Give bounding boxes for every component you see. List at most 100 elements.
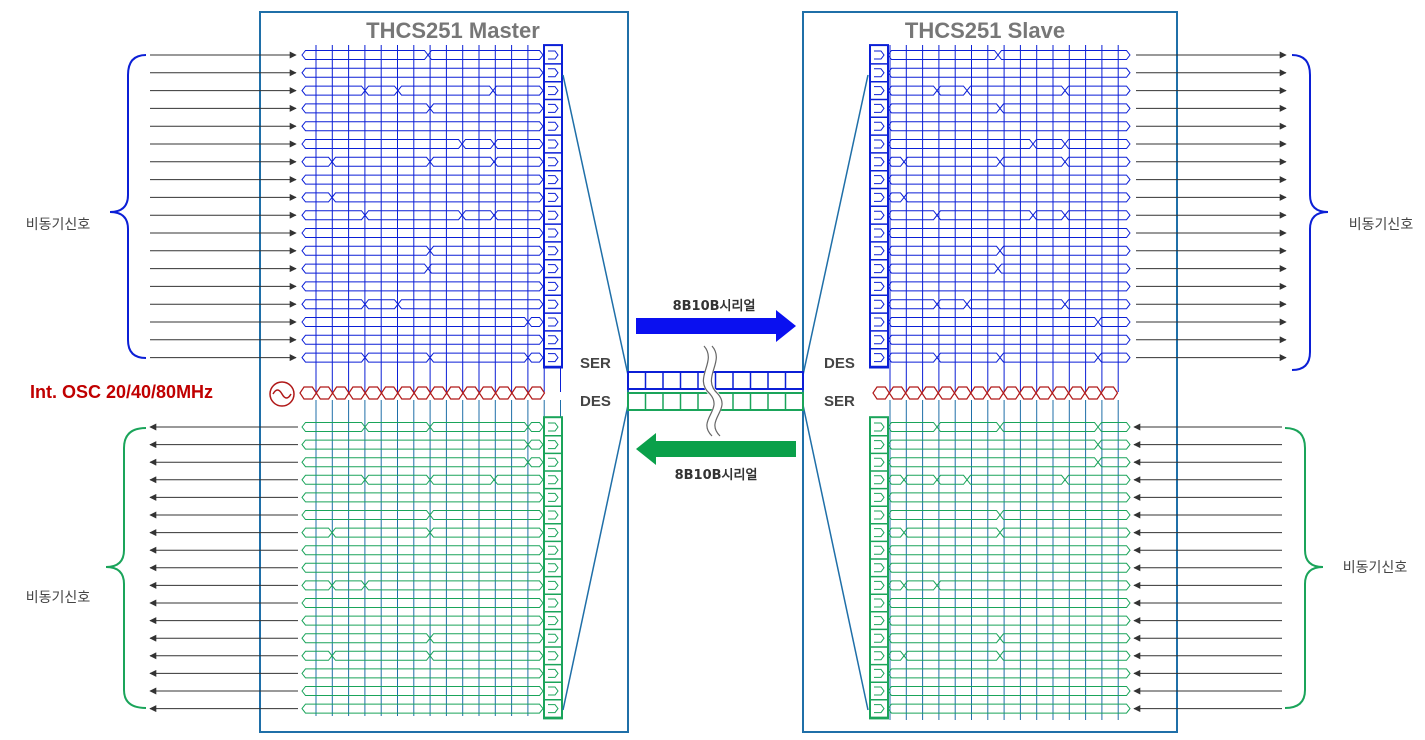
slave-rx-signal xyxy=(887,633,1131,644)
slave-tx-latch-cell xyxy=(874,563,885,573)
slave-tx-latch-cell xyxy=(874,668,885,678)
slave-tx-latch-cell xyxy=(874,510,885,520)
master-title: THCS251 Master xyxy=(366,18,540,43)
fan-line-slave-bottom xyxy=(802,404,869,711)
serial-link xyxy=(627,343,804,440)
master-rx-latch-cell xyxy=(548,440,559,450)
slave-rx-latch-cell xyxy=(874,264,885,274)
master-tx-latch-cell xyxy=(548,353,559,363)
fan-line-slave-top xyxy=(802,74,869,376)
reverse-serial-label: 8B10B시리얼 xyxy=(675,467,758,483)
master-rx-latch-cell xyxy=(548,686,559,696)
slave-tx-latch-cell xyxy=(874,633,885,643)
master-tx-signal xyxy=(301,352,544,363)
slave-tx-signal xyxy=(887,281,1131,292)
async-label-top-right: 비동기신호 xyxy=(1349,217,1414,233)
master-tx-signal xyxy=(301,103,544,114)
master-rx-latch-cell xyxy=(548,528,559,538)
brace-top-left xyxy=(109,54,147,359)
slave-rx-signal xyxy=(887,474,1131,485)
master-rx-latch-cell xyxy=(548,545,559,555)
slave-tx-signal xyxy=(887,156,1131,167)
master-tx-signal xyxy=(301,174,544,185)
master-rx-signal xyxy=(301,668,544,679)
slave-tx-latch-cell xyxy=(874,545,885,555)
master-rx-latch-cell xyxy=(548,668,559,678)
slave-tx-signal xyxy=(887,299,1131,310)
master-rx-signal xyxy=(301,439,544,450)
slave-tx-signal xyxy=(887,245,1131,256)
slave-tx-latch-cell xyxy=(874,492,885,502)
master-tx-latch-cell xyxy=(548,299,559,309)
master-tx-signal xyxy=(301,192,544,203)
master-tx-signal xyxy=(301,334,544,345)
slave-des-label: DES xyxy=(824,355,855,372)
slave-tx-latch-cell xyxy=(874,616,885,626)
fan-line-master-bottom xyxy=(562,404,629,711)
clock-grid xyxy=(315,45,1119,720)
fan-line-master-top xyxy=(562,74,629,376)
slave-title: THCS251 Slave xyxy=(905,18,1065,43)
master-tx-latch-cell xyxy=(548,246,559,256)
master-rx-signal xyxy=(301,510,544,520)
slave-tx-latch-cell xyxy=(874,580,885,590)
master-tx-latch-cell xyxy=(548,175,559,185)
master-rx-latch xyxy=(543,416,563,720)
slave-rx-latch-cell xyxy=(874,210,885,220)
master-rx-latch-cell xyxy=(548,510,559,520)
slave-rx-signal xyxy=(887,668,1131,679)
master-rx-latch-cell xyxy=(548,580,559,590)
slave-rx-latch-cell xyxy=(874,317,885,327)
slave-tx-signal xyxy=(887,103,1131,114)
oscillator-label: Int. OSC 20/40/80MHz xyxy=(30,382,213,402)
master-tx-signal xyxy=(301,50,544,60)
oscillator-icon xyxy=(269,381,295,407)
slave-rx-latch-cell xyxy=(874,353,885,363)
master-rx-signal xyxy=(301,457,544,468)
master-tx-latch-cell xyxy=(548,210,559,220)
master-rx-latch-cell xyxy=(548,633,559,643)
reverse-serial-arrow xyxy=(636,433,796,465)
slave-tx-signal xyxy=(887,139,1131,149)
slave-tx-signal xyxy=(887,210,1131,221)
master-tx-signal xyxy=(301,210,544,221)
master-tx-latch-cell xyxy=(548,103,559,113)
slave-tx-signal xyxy=(887,228,1131,238)
slave-tx-latch-cell xyxy=(874,457,885,467)
slave-tx-signal xyxy=(887,67,1131,78)
slave-tx-signal xyxy=(887,334,1131,345)
master-tx-latch-cell xyxy=(548,335,559,345)
slave-ser-label: SER xyxy=(824,393,855,410)
brace-bottom-left xyxy=(105,427,147,709)
master-rx-latch-cell xyxy=(548,616,559,626)
master-rx-signal xyxy=(301,686,544,696)
link-break-mark xyxy=(710,345,723,437)
master-rx-latch-cell xyxy=(548,651,559,661)
master-rx-latch-cell xyxy=(548,457,559,467)
async-label-top-left: 비동기신호 xyxy=(26,217,91,233)
master-tx-latch-cell xyxy=(548,68,559,78)
master-tx-latch-cell xyxy=(548,86,559,96)
master-tx-latch-cell xyxy=(548,264,559,274)
slave-tx-signal xyxy=(887,263,1131,274)
slave-tx-signal xyxy=(887,50,1131,60)
slave-tx-latch xyxy=(869,416,889,720)
slave-tx-signal xyxy=(887,352,1131,363)
master-rx-latch-cell xyxy=(548,563,559,573)
slave-rx-latch-cell xyxy=(874,157,885,167)
master-tx-signal xyxy=(301,299,544,310)
link-break-mask xyxy=(703,343,723,440)
master-rx-signal xyxy=(301,474,544,485)
slave-tx-latch-cell xyxy=(874,528,885,538)
master-rx-signal xyxy=(301,703,544,714)
latch-columns xyxy=(543,44,889,720)
master-rx-signal xyxy=(301,492,544,503)
slave-clock-signal xyxy=(872,386,1119,400)
slave-rx-latch-cell xyxy=(874,86,885,96)
forward-serial-arrow xyxy=(636,310,796,342)
master-tx-latch-cell xyxy=(548,121,559,131)
slave-rx-signal xyxy=(887,492,1131,503)
master-rx-signal xyxy=(301,422,544,432)
master-rx-signal xyxy=(301,527,544,538)
